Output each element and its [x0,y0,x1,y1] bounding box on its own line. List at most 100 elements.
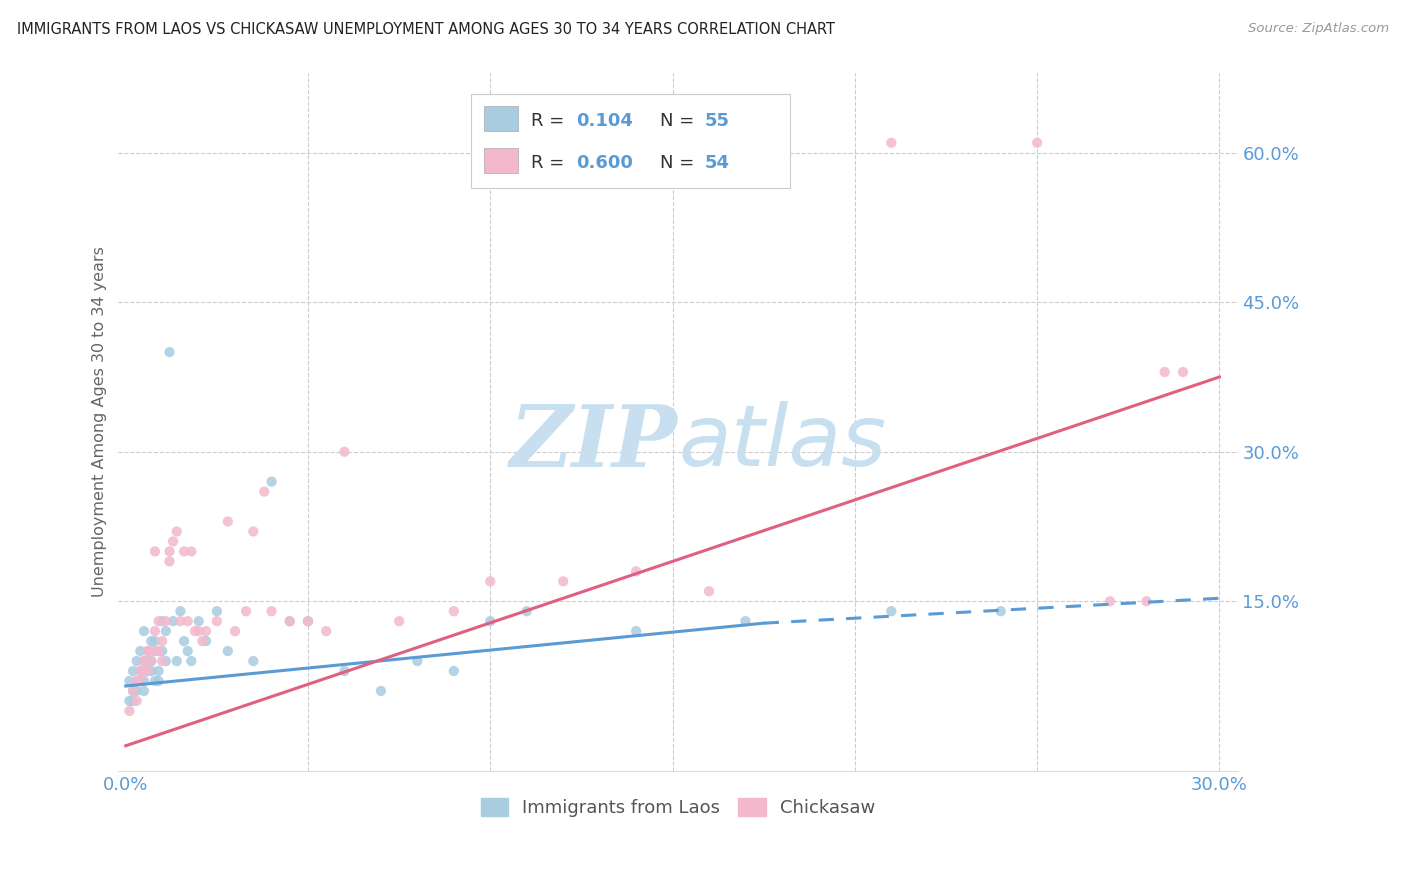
Point [136,654,159,668]
Point [217,644,239,658]
Point [150,634,173,648]
Point [159,554,181,568]
Point [443,664,465,678]
Text: Source: ZipAtlas.com: Source: ZipAtlas.com [1249,22,1389,36]
Text: 0.104: 0.104 [576,112,633,130]
Point [194,624,217,639]
Point [129,673,152,688]
Point [187,614,209,628]
FancyBboxPatch shape [485,148,517,173]
Point [333,664,356,678]
Point [118,694,141,708]
Text: R =: R = [531,112,571,130]
Point [148,673,170,688]
Point [191,634,214,648]
Text: N =: N = [661,112,700,130]
Point [333,444,356,458]
Point [162,614,184,628]
Point [136,644,159,658]
Point [132,664,155,678]
Point [159,544,181,558]
Point [141,644,163,658]
Text: R =: R = [531,154,571,172]
Point [150,644,173,658]
Point [155,614,177,628]
Point [205,604,228,618]
Point [260,604,283,618]
Text: N =: N = [661,154,700,172]
Point [253,484,276,499]
Point [132,654,155,668]
Point [734,614,756,628]
Point [155,654,177,668]
Point [177,644,200,658]
Point [125,673,148,688]
Point [132,673,155,688]
Point [1098,594,1121,608]
Point [141,654,163,668]
Point [184,624,207,639]
Point [125,673,148,688]
Point [1026,136,1049,150]
Point [125,654,148,668]
Point [880,604,903,618]
Point [143,644,166,658]
Point [132,654,155,668]
Point [122,694,145,708]
Point [242,524,264,539]
Point [553,574,575,589]
Point [169,614,191,628]
Point [1171,365,1194,379]
Point [315,624,337,639]
Point [697,584,720,599]
Point [159,345,181,359]
Point [217,515,239,529]
Point [166,524,188,539]
FancyBboxPatch shape [485,106,517,131]
Point [125,694,148,708]
Point [155,624,177,639]
Point [148,644,170,658]
Point [406,654,429,668]
Point [122,664,145,678]
Point [143,624,166,639]
Point [122,684,145,698]
Point [990,604,1012,618]
Point [141,664,163,678]
Point [166,654,188,668]
Point [479,574,502,589]
Text: 0.600: 0.600 [576,154,633,172]
Text: IMMIGRANTS FROM LAOS VS CHICKASAW UNEMPLOYMENT AMONG AGES 30 TO 34 YEARS CORRELA: IMMIGRANTS FROM LAOS VS CHICKASAW UNEMPL… [17,22,835,37]
Legend: Immigrants from Laos, Chickasaw: Immigrants from Laos, Chickasaw [474,790,883,824]
Point [132,624,155,639]
Point [177,614,200,628]
Point [205,614,228,628]
Point [180,654,202,668]
Point [169,604,191,618]
Point [136,664,159,678]
Point [388,614,411,628]
Point [370,684,392,698]
Point [180,544,202,558]
Point [173,634,195,648]
Point [297,614,319,628]
Point [1135,594,1157,608]
Point [235,604,257,618]
Point [129,664,152,678]
Point [150,614,173,628]
Point [479,614,502,628]
Point [194,634,217,648]
Point [132,684,155,698]
Point [141,654,163,668]
Point [148,614,170,628]
Point [143,673,166,688]
Point [242,654,264,668]
Point [624,565,647,579]
Point [150,654,173,668]
Point [143,544,166,558]
Point [1153,365,1175,379]
Point [125,684,148,698]
Point [129,673,152,688]
FancyBboxPatch shape [471,94,790,188]
Point [187,624,209,639]
